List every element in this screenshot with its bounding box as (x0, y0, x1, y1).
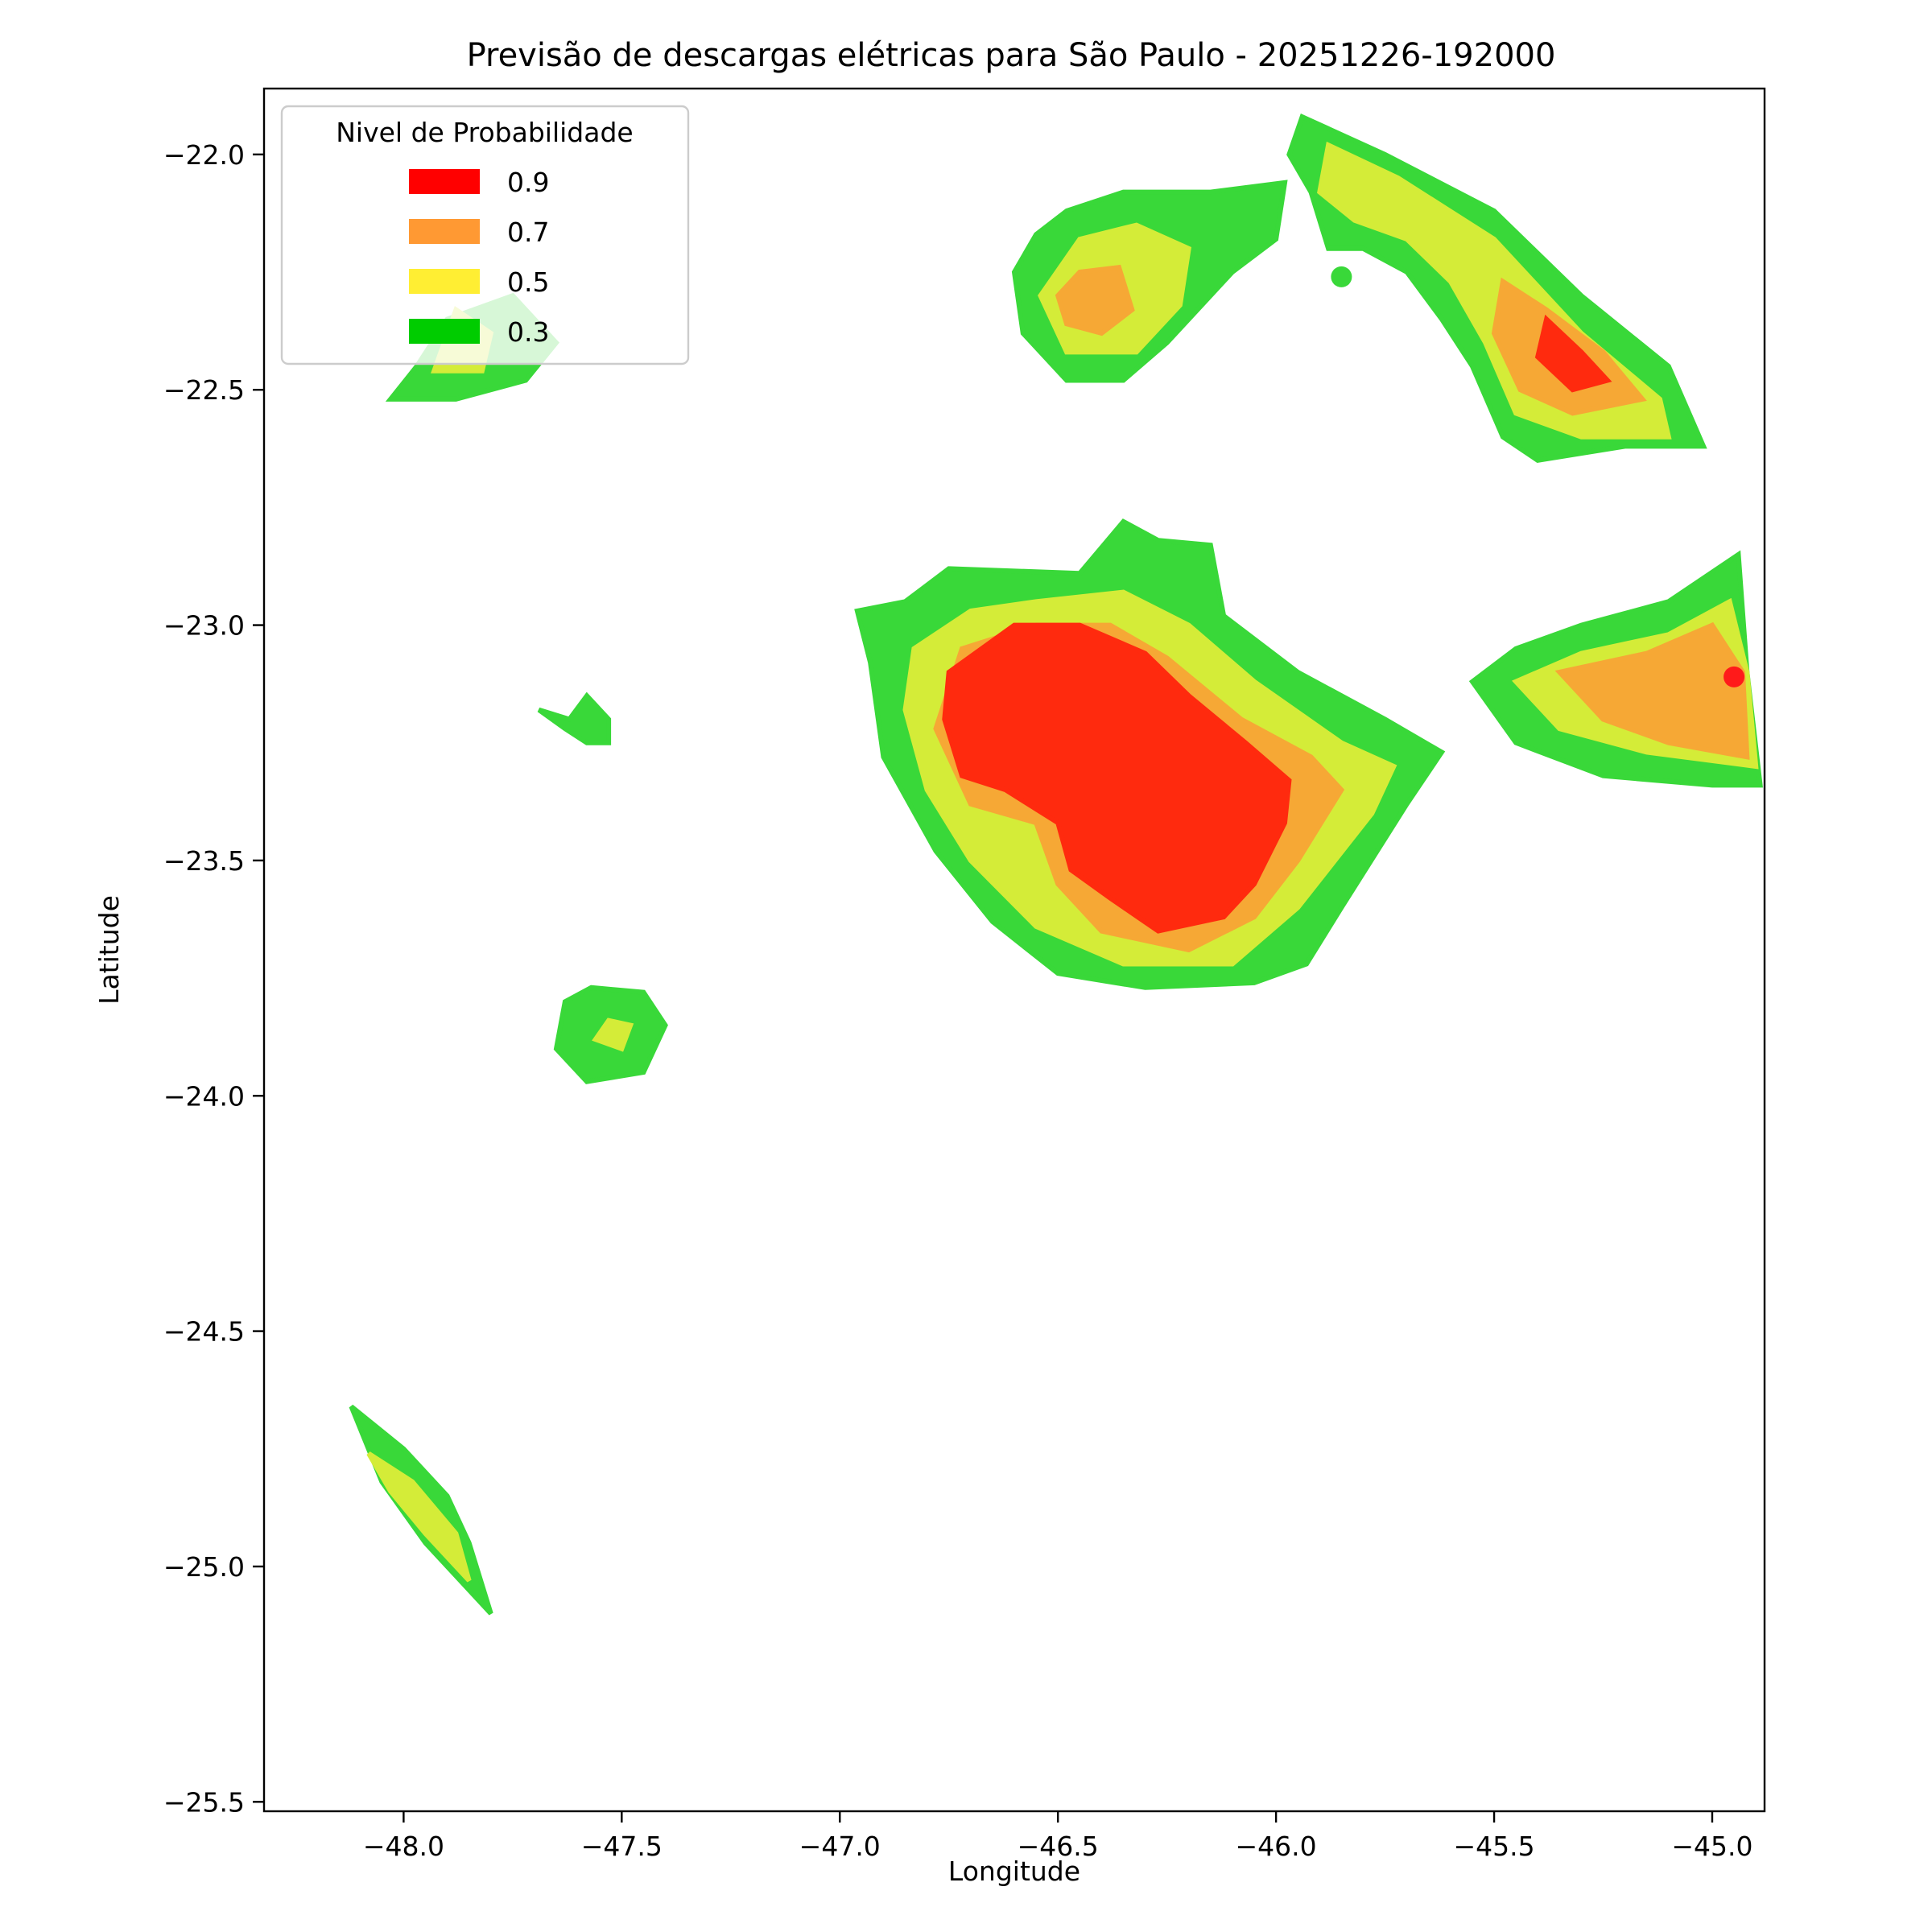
contour-level-0-7 (1055, 264, 1135, 336)
plot-frame (262, 87, 1766, 1813)
y-tick-label: −25.5 (163, 1786, 245, 1818)
y-axis: −22.0 −22.5 −23.0 −23.5 −24.0 −24.5 −25.0 −25.5 (163, 139, 264, 1818)
legend-swatch (409, 169, 480, 194)
contour-region-small-cell (537, 691, 612, 745)
y-tick-label: −22.0 (163, 139, 245, 171)
marker-layer (1331, 266, 1745, 687)
legend-box (280, 105, 690, 365)
legend-label: 0.5 (507, 266, 549, 298)
legend-title: Nivel de Probabilidade (336, 117, 633, 148)
contour-layer (349, 114, 1763, 1616)
x-tick-label: −46.0 (1236, 1831, 1317, 1862)
contour-region-central-storm (854, 518, 1446, 990)
x-axis-label: Longitude (948, 1856, 1080, 1887)
legend-swatch (409, 319, 480, 344)
legend-swatch (409, 219, 480, 244)
contour-level-0-7 (1554, 621, 1750, 760)
y-tick-label: −23.0 (163, 610, 245, 642)
y-tick-label: −24.0 (163, 1080, 245, 1112)
legend-label: 0.9 (507, 167, 549, 198)
y-tick-label: −22.5 (163, 374, 245, 406)
x-tick-label: −47.5 (581, 1831, 663, 1862)
contour-region-north-cell (1011, 180, 1288, 383)
contour-region-southwest-cell (553, 985, 668, 1084)
marker-red-point (1724, 666, 1745, 687)
y-tick-label: −23.5 (163, 845, 245, 877)
x-tick-label: −45.0 (1671, 1831, 1752, 1862)
contour-level-0-9 (1534, 314, 1612, 393)
marker-green-point (1331, 266, 1352, 287)
contour-level-0-5 (592, 1018, 634, 1052)
legend-label: 0.7 (507, 217, 549, 248)
chart-title: Previsão de descargas elétricas para São… (467, 37, 1556, 74)
x-tick-label: −47.0 (799, 1831, 881, 1862)
x-axis: −48.0 −47.5 −47.0 −46.5 −46.0 −45.5 −45.0 (363, 1811, 1753, 1862)
legend-label: 0.3 (507, 316, 549, 348)
contour-region-east-cell (1468, 550, 1763, 788)
legend-swatch (409, 269, 480, 294)
contour-level-0-3 (537, 691, 612, 745)
y-tick-label: −25.0 (163, 1551, 245, 1583)
y-axis-label: Latitude (93, 895, 125, 1005)
x-tick-label: −45.5 (1453, 1831, 1534, 1862)
contour-region-northeast-band (1286, 114, 1707, 464)
y-tick-label: −24.5 (163, 1316, 245, 1348)
legend: Nivel de Probabilidade 0.9 0.7 0.5 0.3 (280, 105, 690, 365)
contour-level-0-5 (366, 1451, 472, 1583)
contour-region-coastal-strip (349, 1404, 493, 1616)
x-tick-label: −48.0 (363, 1831, 444, 1862)
x-tick-label: −46.5 (1018, 1831, 1099, 1862)
contour-level-0-9 (942, 622, 1292, 934)
